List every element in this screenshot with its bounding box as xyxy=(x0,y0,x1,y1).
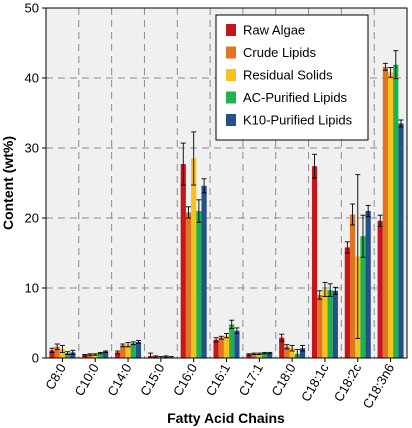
y-tick-label: 50 xyxy=(25,1,39,16)
legend-swatch xyxy=(226,69,236,81)
bar xyxy=(115,352,121,358)
legend-swatch xyxy=(226,46,236,59)
x-axis-ticks: C8:0 C10:0 C14:0 C15:0 C16:0 C16:1 C17:1 C18:0 C… xyxy=(42,358,397,411)
y-tick-label: 30 xyxy=(25,141,39,156)
bar xyxy=(377,220,383,358)
bar xyxy=(382,66,388,359)
bar xyxy=(398,123,404,358)
x-tick-label: C18:1c xyxy=(298,361,332,405)
bar xyxy=(246,354,252,358)
legend: Raw Algae Crude Lipids Residual Solids AC-P… xyxy=(215,14,369,141)
bar xyxy=(213,339,219,358)
y-tick-label: 10 xyxy=(25,281,39,296)
bar xyxy=(125,344,131,358)
bar xyxy=(218,337,224,358)
y-axis-title: Content (wt%) xyxy=(0,136,16,230)
x-tick-label: C17:1 xyxy=(236,361,266,399)
bar xyxy=(229,324,235,358)
bar xyxy=(279,337,285,358)
bar xyxy=(65,353,71,358)
bar xyxy=(130,343,136,358)
bar xyxy=(365,211,371,358)
bar xyxy=(344,247,350,358)
legend-box xyxy=(215,14,369,141)
bar xyxy=(191,158,197,358)
bar xyxy=(54,346,60,358)
bar xyxy=(196,211,202,358)
y-axis-ticks: 0 10 20 30 40 50 xyxy=(25,1,46,366)
bar xyxy=(185,212,192,358)
bar xyxy=(311,166,318,358)
bar xyxy=(349,214,356,358)
bar xyxy=(387,72,394,359)
bar xyxy=(289,348,295,358)
y-tick-label: 0 xyxy=(32,351,39,366)
x-axis-title: Fatty Acid Chains xyxy=(167,410,285,426)
x-tick-label: C16:0 xyxy=(170,361,200,399)
x-tick-label: C15:0 xyxy=(137,361,167,399)
bar xyxy=(360,236,366,358)
bar xyxy=(393,64,399,358)
bar xyxy=(223,335,230,358)
bar xyxy=(135,341,142,358)
bar xyxy=(120,345,126,358)
bar xyxy=(201,185,207,358)
bar xyxy=(49,350,55,358)
legend-label: K10-Purified Lipids xyxy=(243,113,353,128)
bar xyxy=(82,355,88,358)
bar xyxy=(327,290,333,358)
bar xyxy=(284,346,290,358)
legend-swatch xyxy=(226,24,236,36)
bar xyxy=(92,354,98,358)
bar xyxy=(332,290,338,358)
bar xyxy=(59,348,66,358)
bar xyxy=(234,330,240,358)
bar xyxy=(317,295,323,358)
y-tick-label: 40 xyxy=(25,71,39,86)
bar xyxy=(97,353,104,358)
x-tick-label: C18:0 xyxy=(268,361,298,399)
legend-label: Crude Lipids xyxy=(243,45,316,60)
x-tick-label: C14:0 xyxy=(104,361,134,399)
x-tick-label: C16:1 xyxy=(203,361,233,399)
bar xyxy=(87,354,93,358)
bar xyxy=(103,351,109,358)
bar xyxy=(322,289,328,358)
bar xyxy=(267,353,273,358)
bar xyxy=(261,353,268,358)
legend-label: Residual Solids xyxy=(243,68,333,83)
x-tick-label: C8:0 xyxy=(42,361,69,392)
x-tick-label: C10:0 xyxy=(71,361,101,399)
bar xyxy=(251,353,257,358)
y-tick-label: 20 xyxy=(25,211,39,226)
legend-label: Raw Algae xyxy=(243,23,305,38)
x-tick-label: C18:2c xyxy=(331,361,365,405)
bar xyxy=(299,348,306,358)
x-tick-label: C18:3n6 xyxy=(360,361,398,411)
bar xyxy=(180,164,186,358)
bar xyxy=(70,352,76,358)
bar xyxy=(256,353,262,358)
legend-swatch xyxy=(226,114,236,126)
legend-label: AC-Purified Lipids xyxy=(243,90,348,105)
legend-swatch xyxy=(226,91,236,104)
